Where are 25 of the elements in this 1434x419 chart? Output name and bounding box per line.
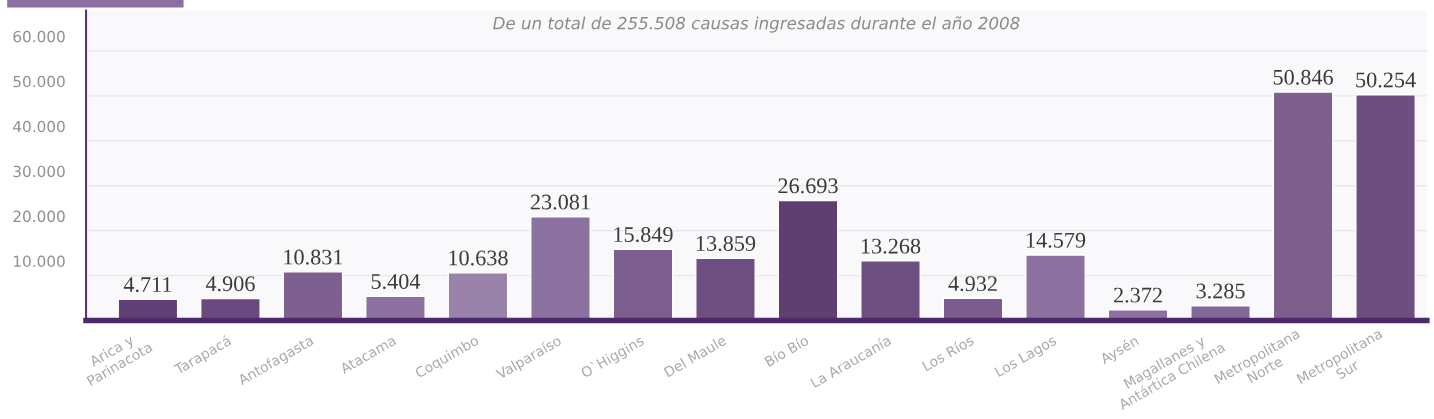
data-label: 3.285 (1196, 283, 1245, 299)
data-label: 13.268 (861, 238, 921, 254)
data-label: 10.638 (449, 250, 508, 266)
data-label: 26.693 (778, 178, 838, 194)
data-label: 5.404 (371, 273, 421, 290)
x-tick-label: Bío Bío (763, 334, 810, 367)
data-label: 13.859 (696, 235, 756, 252)
annotation: De un total de 255.508 causas ingresadas durante el año 2008 (493, 16, 1020, 33)
y-tick-label: 50.000 (13, 75, 65, 88)
y-tick-label: 10.000 (13, 255, 65, 268)
data-label: 14.579 (1026, 232, 1086, 248)
data-label: 50.846 (1273, 69, 1333, 85)
data-label: 23.081 (530, 194, 590, 210)
data-label: 4.906 (205, 276, 255, 292)
y-tick-label: 20.000 (13, 210, 65, 223)
data-label: 50.254 (1356, 72, 1416, 88)
y-tick-label: 60.000 (13, 30, 65, 43)
data-label: 4.932 (948, 276, 997, 292)
data-label: 10.831 (284, 249, 343, 265)
x-tick-label: Los Ríos (921, 334, 975, 372)
data-label: 15.849 (614, 227, 673, 243)
y-tick-label: 30.000 (13, 165, 65, 178)
data-label: 4.711 (123, 277, 172, 293)
y-tick-label: 40.000 (13, 120, 65, 133)
data-label: 2.372 (1114, 287, 1162, 303)
